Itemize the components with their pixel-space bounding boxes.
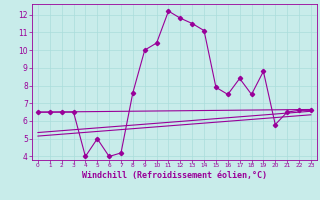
X-axis label: Windchill (Refroidissement éolien,°C): Windchill (Refroidissement éolien,°C) <box>82 171 267 180</box>
